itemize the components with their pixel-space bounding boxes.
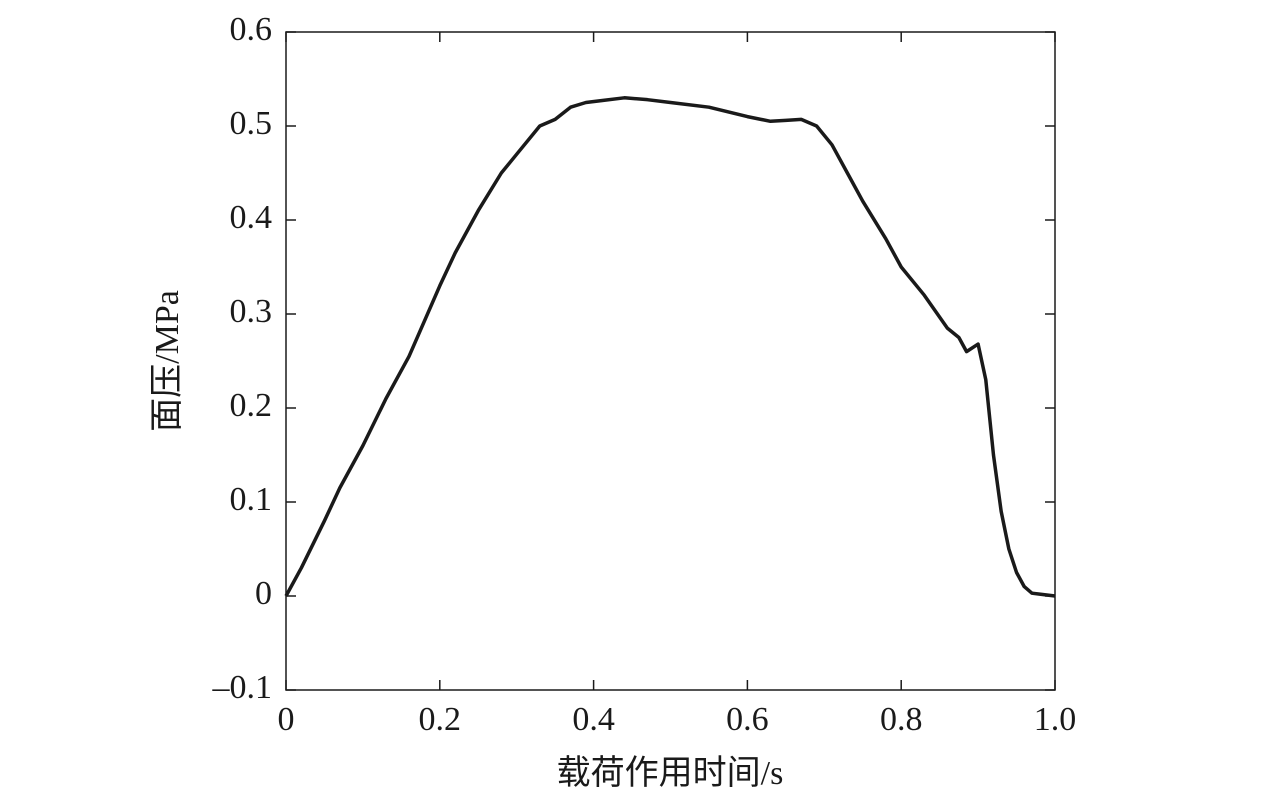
x-tick-label: 0.8: [880, 701, 923, 738]
y-tick-label: 0.5: [230, 105, 273, 142]
x-tick-label: 0.6: [726, 701, 769, 738]
plot-frame: [285, 31, 1056, 691]
x-tick-label: 0.4: [572, 701, 615, 738]
y-tick-label: 0.6: [230, 11, 273, 48]
y-axis-label: 面压/MPa: [149, 290, 186, 432]
y-tick-label: –0.1: [212, 669, 273, 706]
y-tick-label: 0.2: [230, 387, 273, 424]
y-tick-label: 0.4: [230, 199, 273, 236]
y-tick-label: 0.3: [230, 293, 273, 330]
x-tick-label: 0.2: [419, 701, 462, 738]
x-tick-label: 1.0: [1034, 701, 1077, 738]
y-tick-label: 0: [255, 575, 272, 612]
y-tick-label: 0.1: [230, 481, 273, 518]
x-tick-label: 0: [278, 701, 295, 738]
data-line: [284, 96, 1056, 598]
x-axis-label: 载荷作用时间/s: [557, 754, 784, 792]
